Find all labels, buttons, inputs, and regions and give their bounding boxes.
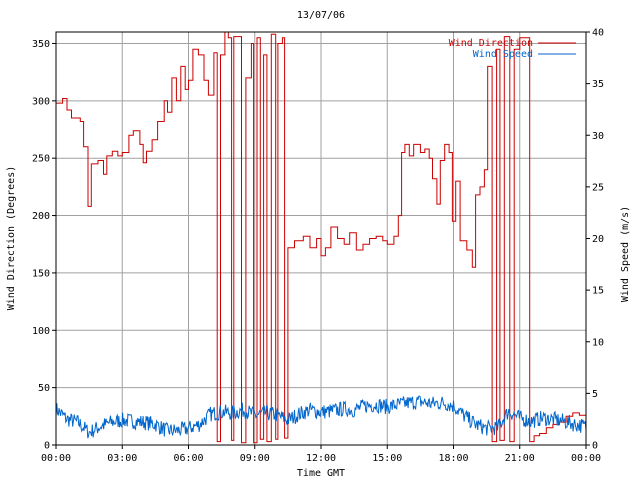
left-tick-label: 0 [44,441,50,452]
left-axis-title: Wind Direction (Degrees) [6,166,17,311]
right-tick-label: 40 [592,28,604,39]
x-tick-label: 09:00 [240,453,270,464]
x-tick-label: 00:00 [41,453,71,464]
right-axis-title: Wind Speed (m/s) [620,206,631,302]
legend-label-wind-speed: Wind Speed [473,49,533,60]
x-tick-label: 18:00 [438,453,468,464]
left-tick-label: 350 [32,39,50,50]
legend: Wind Direction Wind Speed [449,38,576,60]
x-tick-label: 00:00 [571,453,601,464]
ticks: 00:00 03:00 06:00 09:00 12:00 15:00 18:00 21:00… [32,28,604,465]
right-tick-label: 25 [592,182,604,193]
left-tick-label: 50 [38,383,50,394]
right-tick-label: 5 [592,389,598,400]
right-tick-label: 15 [592,286,604,297]
x-tick-label: 06:00 [173,453,203,464]
chart-title: 13/07/06 [297,10,345,21]
x-tick-label: 21:00 [505,453,535,464]
left-tick-label: 200 [32,211,50,222]
right-tick-label: 0 [592,441,598,452]
legend-label-wind-direction: Wind Direction [449,38,533,49]
right-tick-label: 10 [592,337,604,348]
left-tick-label: 250 [32,154,50,165]
right-tick-label: 35 [592,79,604,90]
left-tick-label: 100 [32,326,50,337]
wind-speed-line [55,395,587,439]
right-tick-label: 30 [592,131,604,142]
series-layer [55,31,587,444]
wind-direction-line [56,31,587,444]
x-tick-label: 03:00 [107,453,137,464]
grid [56,32,586,445]
x-axis-title: Time GMT [297,468,345,479]
x-tick-label: 12:00 [306,453,336,464]
x-tick-label: 15:00 [372,453,402,464]
left-tick-label: 150 [32,268,50,279]
left-tick-label: 300 [32,96,50,107]
right-tick-label: 20 [592,234,604,245]
